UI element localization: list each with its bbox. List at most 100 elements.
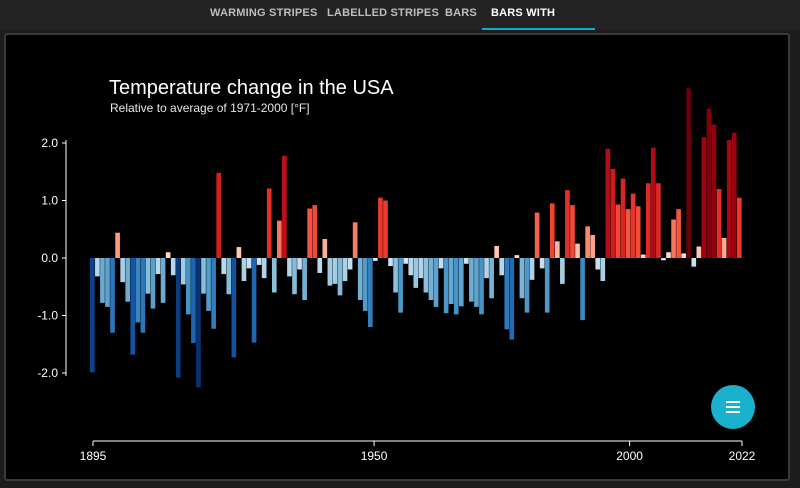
bar-1996 (600, 258, 606, 281)
bar-1999 (615, 204, 621, 259)
menu-button[interactable] (711, 385, 755, 429)
bar-1912 (175, 258, 181, 378)
bar-2023 (736, 197, 742, 259)
bar-1995 (595, 258, 601, 270)
bar-2002 (630, 193, 636, 258)
bar-1987 (554, 241, 560, 258)
bar-2011 (676, 209, 681, 259)
bar-1909 (160, 258, 166, 303)
bar-1922 (226, 258, 232, 295)
bar-1941 (322, 239, 328, 259)
bar-2005 (645, 183, 651, 258)
bar-1915 (191, 258, 196, 344)
bar-1899 (110, 258, 115, 333)
bar-2015 (696, 246, 702, 258)
bar-1904 (135, 258, 141, 323)
chart-subtitle: Relative to average of 1971-2000 [°F] (110, 101, 310, 115)
bar-1944 (337, 258, 343, 296)
x-tick-label: 2022 (729, 449, 756, 463)
bar-1984 (539, 258, 545, 269)
bar-1975 (494, 245, 499, 258)
bar-2009 (666, 252, 671, 258)
bar-1958 (408, 258, 414, 276)
bar-1983 (534, 212, 540, 258)
bar-1942 (327, 258, 333, 286)
bar-2022 (731, 132, 737, 258)
bar-2006 (651, 147, 656, 258)
bar-1997 (605, 148, 611, 258)
bar-1931 (271, 258, 277, 293)
tab-labelled-stripes[interactable]: LABELLED STRIPES (327, 7, 439, 19)
bar-1901 (120, 258, 125, 283)
bar-1949 (362, 258, 368, 311)
bar-1923 (231, 258, 237, 358)
bar-1962 (428, 258, 434, 300)
bar-1969 (464, 258, 469, 264)
bar-1954 (388, 258, 393, 267)
bar-1952 (378, 197, 383, 259)
bar-1947 (352, 222, 358, 258)
bar-1977 (504, 258, 510, 330)
bar-1981 (524, 258, 530, 313)
bar-1989 (565, 190, 570, 258)
bar-1956 (398, 258, 403, 313)
bar-1974 (489, 258, 494, 299)
bar-1924 (236, 247, 242, 258)
bar-1992 (580, 258, 585, 321)
bar-1921 (221, 258, 227, 275)
bar-2007 (656, 183, 661, 258)
bar-1916 (196, 258, 201, 388)
bar-1959 (413, 258, 419, 288)
bar-2019 (716, 189, 722, 258)
bar-1960 (418, 258, 424, 279)
bar-1963 (433, 258, 439, 307)
bar-2018 (711, 124, 717, 258)
bar-2001 (625, 209, 631, 259)
bar-1910 (165, 252, 171, 258)
x-tick-label: 2000 (616, 449, 643, 463)
bar-1966 (448, 258, 454, 304)
tab-warming-stripes[interactable]: WARMING STRIPES (210, 7, 318, 19)
bar-1938 (307, 208, 312, 258)
bar-1988 (560, 258, 565, 284)
bar-2014 (691, 258, 697, 267)
bar-1897 (100, 258, 105, 303)
bar-2013 (686, 88, 692, 259)
bar-1961 (423, 258, 429, 293)
bar-1905 (140, 258, 146, 333)
bar-1917 (201, 258, 206, 294)
bar-1967 (453, 258, 459, 315)
bar-1919 (211, 258, 216, 329)
bar-2016 (701, 137, 707, 258)
axes-group: 2.0 1.0 0.0 -1.0 -2.0 1895 1950 2000 2022 (37, 136, 755, 463)
bar-1948 (357, 258, 363, 300)
bar-1906 (145, 258, 151, 294)
bar-1895 (90, 258, 95, 373)
bar-1913 (180, 258, 186, 285)
bar-2004 (640, 254, 646, 258)
bar-1907 (150, 258, 156, 309)
bar-1957 (403, 258, 409, 264)
bar-1982 (529, 258, 535, 280)
bar-1994 (590, 235, 596, 258)
bar-1927 (251, 258, 257, 343)
bar-1928 (256, 258, 262, 265)
bar-1986 (549, 203, 555, 259)
bar-1900 (115, 232, 120, 258)
y-tick-label: 2.0 (41, 136, 58, 150)
y-tick-label: -1.0 (37, 309, 58, 323)
bar-1945 (342, 258, 348, 281)
x-tick-label: 1950 (361, 449, 388, 463)
bar-2010 (671, 219, 676, 258)
bar-1934 (287, 258, 292, 277)
bar-1991 (575, 243, 580, 259)
bar-1965 (443, 258, 449, 314)
tab-bars[interactable]: BARS (445, 7, 477, 19)
y-tick-label: -2.0 (37, 366, 58, 380)
bar-1911 (170, 258, 176, 276)
bar-1946 (347, 258, 353, 270)
bar-1930 (266, 188, 272, 259)
y-tick-label: 1.0 (41, 194, 58, 208)
bar-2008 (661, 258, 666, 261)
bar-1978 (509, 258, 515, 340)
